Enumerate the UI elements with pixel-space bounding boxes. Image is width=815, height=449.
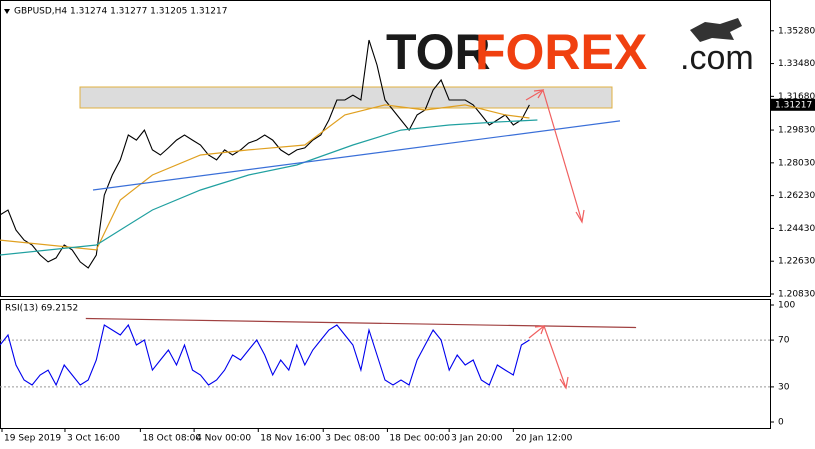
logo-forex: FOREX [475, 24, 647, 80]
rsi-arrow-tip [534, 325, 545, 335]
rsi-arrow-head [559, 376, 569, 390]
logo: TOR FOREX .com [386, 18, 754, 80]
logo-com: .com [680, 39, 754, 77]
series-line [92, 120, 621, 191]
logo-tor: TOR [386, 24, 491, 80]
y-tick-label: 30 [778, 382, 790, 392]
x-tick-label: 3 Oct 16:00 [67, 434, 120, 444]
price-title: GBPUSD,H4 1.31274 1.31277 1.31205 1.3121… [14, 7, 227, 17]
y-tick-label: 1.20830 [778, 289, 815, 299]
y-tick-label: 100 [778, 301, 795, 311]
last-price-label: 1.31217 [775, 100, 812, 110]
x-tick-label: 19 Sep 2019 [4, 434, 61, 444]
x-tick-label: 18 Nov 16:00 [260, 434, 321, 444]
y-tick-label: 1.35280 [778, 26, 815, 36]
y-tick-label: 1.26230 [778, 191, 815, 201]
y-tick-label: 70 [778, 336, 790, 346]
rsi-panel-frame [0, 299, 771, 429]
price-arrow-tip [533, 89, 545, 99]
y-tick-label: 1.33480 [778, 59, 815, 69]
symbol-marker [4, 9, 10, 14]
series-line [0, 104, 530, 251]
y-tick-label: 1.29830 [778, 126, 815, 136]
x-tick-label: 18 Dec 00:00 [389, 434, 450, 444]
series-line [0, 119, 538, 256]
forecast-arrows [525, 89, 585, 390]
y-tick-label: 0 [778, 418, 784, 428]
x-tick-label: 20 Jan 12:00 [515, 434, 572, 444]
last-price-box [771, 98, 815, 111]
price-arrow-head [575, 209, 585, 224]
series-line [0, 323, 530, 387]
x-tick-label: 3 Jan 20:00 [451, 434, 503, 444]
y-tick-label: 1.31680 [778, 92, 815, 102]
x-tick-label: 4 Nov 00:00 [196, 434, 251, 444]
y-tick-label: 1.22630 [778, 257, 815, 267]
resistance-zone [79, 86, 613, 109]
x-tick-label: 3 Dec 08:00 [325, 434, 380, 444]
rsi-title: RSI(13) 69.2152 [5, 304, 78, 314]
y-tick-label: 1.24430 [778, 224, 815, 234]
price-panel-frame [0, 0, 771, 297]
series-line [0, 39, 530, 269]
x-tick-label: 18 Oct 08:00 [142, 434, 201, 444]
logo-bull [690, 18, 742, 42]
y-tick-label: 1.28030 [778, 158, 815, 168]
